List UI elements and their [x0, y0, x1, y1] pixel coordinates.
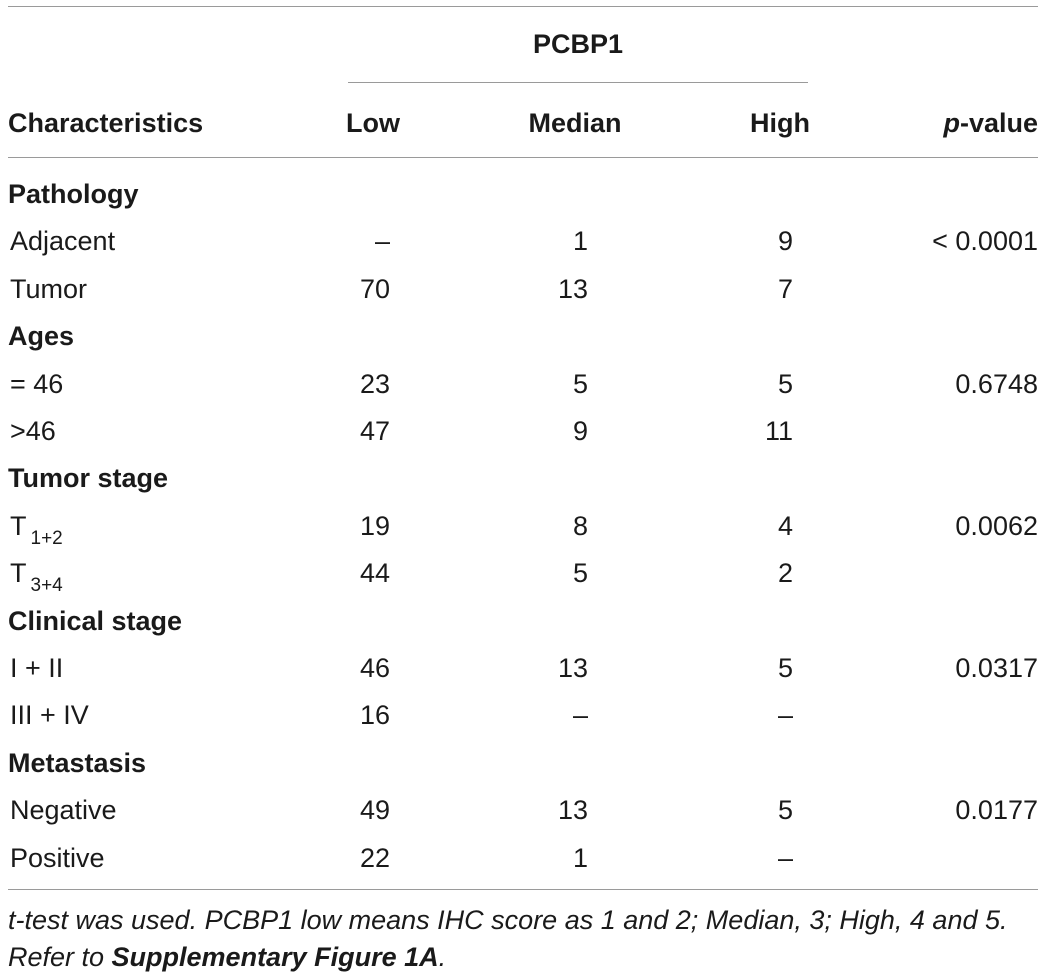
pcbp1-group-header: PCBP1 [532, 29, 624, 59]
row-label-text: I + II [10, 653, 64, 683]
cell-high: 2 [777, 558, 793, 588]
cell-low: 16 [359, 700, 390, 730]
cell-p-value: 0.0317 [955, 653, 1038, 683]
cell-median: 1 [572, 843, 588, 873]
row-label: Negative [10, 794, 117, 826]
p-suffix: -value [959, 108, 1038, 138]
bottom-rule [8, 889, 1038, 890]
cell-low: 22 [359, 843, 390, 873]
cell-high: 5 [777, 795, 793, 825]
row-label: III + IV [10, 699, 89, 731]
cell-median: 9 [572, 416, 588, 446]
cell-high: 7 [777, 274, 793, 304]
cell-median: – [572, 700, 588, 730]
footnote: t-test was used. PCBP1 low means IHC sco… [8, 902, 1038, 976]
section-title: Metastasis [8, 748, 147, 778]
cell-low: – [374, 226, 390, 256]
header-low: Low [346, 108, 400, 138]
row-label-text: T [10, 511, 27, 541]
cell-high: 5 [777, 653, 793, 683]
row-label: Tumor [10, 273, 87, 305]
footnote-ref: Supplementary Figure 1A [111, 942, 439, 972]
cell-median: 8 [572, 511, 588, 541]
cell-p-value: 0.6748 [955, 369, 1038, 399]
cell-high: 5 [777, 369, 793, 399]
footnote-text: t-test was used. PCBP1 low means IHC sco… [8, 905, 1008, 972]
row-label-text: Tumor [10, 274, 88, 304]
cell-median: 13 [557, 795, 588, 825]
header-characteristics: Characteristics [8, 108, 204, 138]
cell-high: – [777, 700, 793, 730]
row-label-text: >46 [10, 416, 56, 446]
p-letter: p [943, 108, 960, 138]
cell-low: 47 [359, 416, 390, 446]
row-label: Adjacent [10, 225, 115, 257]
cell-median: 5 [572, 558, 588, 588]
row-label: T 1+2 [10, 510, 63, 549]
row-label: >46 [10, 415, 56, 447]
row-label-subscript: 3+4 [30, 575, 63, 596]
cell-median: 13 [557, 653, 588, 683]
cell-low: 46 [359, 653, 390, 683]
cell-low: 23 [359, 369, 390, 399]
cell-low: 44 [359, 558, 390, 588]
cell-median: 13 [557, 274, 588, 304]
row-label: = 46 [10, 368, 63, 400]
top-rule [8, 6, 1038, 7]
header-high: High [750, 108, 810, 138]
cell-p-value: < 0.0001 [932, 226, 1038, 256]
cell-low: 70 [359, 274, 390, 304]
header-median: Median [528, 108, 622, 138]
cell-high: 4 [777, 511, 793, 541]
group-header-rule [348, 82, 808, 83]
row-label-subscript: 1+2 [30, 528, 63, 549]
cell-median: 1 [572, 226, 588, 256]
footnote-end: . [438, 942, 447, 972]
row-label: Positive [10, 842, 105, 874]
row-label-text: T [10, 558, 27, 588]
cell-p-value: 0.0177 [955, 795, 1038, 825]
cell-low: 19 [359, 511, 390, 541]
row-label: T 3+4 [10, 557, 63, 596]
section-title: Ages [8, 321, 75, 351]
cell-p-value: 0.0062 [955, 511, 1038, 541]
cell-median: 5 [572, 369, 588, 399]
row-label-text: Adjacent [10, 226, 116, 256]
row-label-text: Positive [10, 843, 105, 873]
section-title: Clinical stage [8, 606, 183, 636]
cell-low: 49 [359, 795, 390, 825]
row-label-text: III + IV [10, 700, 89, 730]
cell-high: 11 [764, 416, 793, 446]
row-label-text: = 46 [10, 369, 64, 399]
row-label: I + II [10, 652, 63, 684]
section-title: Tumor stage [8, 463, 169, 493]
header-rule [8, 157, 1038, 158]
header-p-value: p-value [880, 107, 1038, 139]
row-label-text: Negative [10, 795, 117, 825]
section-title: Pathology [8, 179, 139, 209]
cell-high: 9 [777, 226, 793, 256]
cell-high: – [777, 843, 793, 873]
